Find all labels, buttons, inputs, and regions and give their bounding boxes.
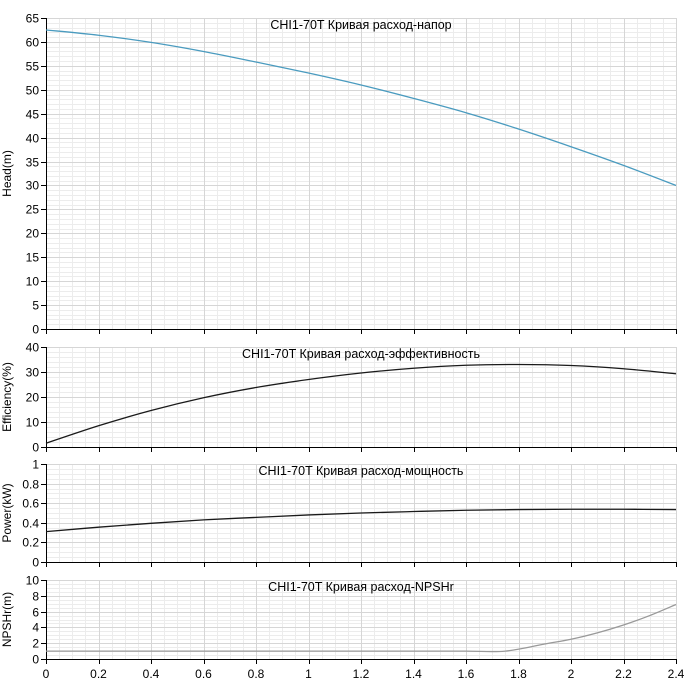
y-tick-label: 20 (26, 391, 40, 405)
x-tick-label: 2 (568, 667, 575, 681)
x-tick-label: 1.8 (510, 667, 527, 681)
y-tick-label: 10 (26, 574, 40, 588)
x-tick-label: 0.2 (90, 667, 107, 681)
y-axis-title: Efficiency(%) (0, 362, 14, 432)
y-tick-label: 55 (26, 60, 40, 74)
y-tick-label: 4 (32, 621, 39, 635)
x-tick-label: 1 (305, 667, 312, 681)
chart-panel-3: 0 0.2 0.4 0.6 0.8 1 Power(kW) CHI1-70T Кривая р… (0, 458, 677, 570)
x-tick-label: 0.6 (195, 667, 212, 681)
x-tick-label: 0 (43, 667, 50, 681)
y-tick-label: 40 (26, 132, 40, 146)
y-tick-label: 6 (32, 606, 39, 620)
y-axis-title: Head(m) (0, 150, 14, 197)
chart-title: CHI1-70T Кривая расход-NPSHr (268, 580, 454, 594)
y-tick-label: 0 (32, 441, 39, 455)
x-tick-label: 1.2 (353, 667, 370, 681)
x-tick-label: 2.2 (615, 667, 632, 681)
series-line-1 (45, 363, 677, 444)
y-tick-label: 5 (32, 299, 39, 313)
x-tick-label: 1.4 (405, 667, 422, 681)
y-tick-label: 35 (26, 156, 40, 170)
y-tick-label: 0.6 (22, 497, 39, 511)
y-tick-label: 20 (26, 227, 40, 241)
y-axis-title: Power(kW) (0, 483, 14, 542)
y-tick-label: 45 (26, 108, 40, 122)
major-grid (46, 18, 677, 330)
y-tick-label: 1 (32, 458, 39, 472)
y-tick-label: 30 (26, 366, 40, 380)
series-line-1 (45, 508, 677, 533)
y-tick-label: 60 (26, 36, 40, 50)
y-tick-label: 0.4 (22, 517, 39, 531)
y-tick-label: 30 (26, 179, 40, 193)
chart-panel-4: 0 2 46 8 10 NPSHr(m) CHI1-70T Кривая расход-NP… (0, 574, 677, 667)
y-tick-label: 15 (26, 251, 40, 265)
y-tick-label: 65 (26, 12, 40, 26)
y-tick-label: 0 (32, 556, 39, 570)
x-tick-label: 0.8 (248, 667, 265, 681)
y-tick-label: 0.8 (22, 478, 39, 492)
chart-title: CHI1-70T Кривая расход-мощность (259, 464, 464, 478)
x-tick-labels: 0 0.2 0.4 0.6 0.8 1 1.2 1.4 1.6 1.8 2 2.2 2.4 (43, 667, 685, 681)
y-tick-label: 10 (26, 416, 40, 430)
series-line-1 (46, 603, 677, 653)
y-tick-label: 25 (26, 203, 40, 217)
y-tick-label: 10 (26, 275, 40, 289)
x-tick-label: 2.4 (668, 667, 685, 681)
y-tick-label: 2 (32, 637, 39, 651)
y-tick-label: 0.2 (22, 536, 39, 550)
chart-title: CHI1-70T Кривая расход-эффективность (242, 347, 480, 361)
y-tick-label: 50 (26, 84, 40, 98)
x-tick-label: 0.4 (143, 667, 160, 681)
y-tick-label: 40 (26, 341, 40, 355)
x-tick-label: 1.6 (458, 667, 475, 681)
chart-panel-1: 0 5 10 15 20 25 30 35 40 45 50 55 60 65 Head(m) CHI1-70… (0, 12, 677, 337)
y-tick-label: 0 (32, 653, 39, 667)
y-tick-label: 8 (32, 590, 39, 604)
y-axis-title: NPSHr(m) (0, 592, 14, 647)
y-tick-label: 0 (32, 323, 39, 337)
series-line-1 (45, 29, 677, 187)
chart-title: CHI1-70T Кривая расход-напор (270, 18, 451, 32)
chart-panel-2: 0 10 20 30 40 Efficiency(%) CHI1-70T Кривая ра… (0, 341, 677, 455)
